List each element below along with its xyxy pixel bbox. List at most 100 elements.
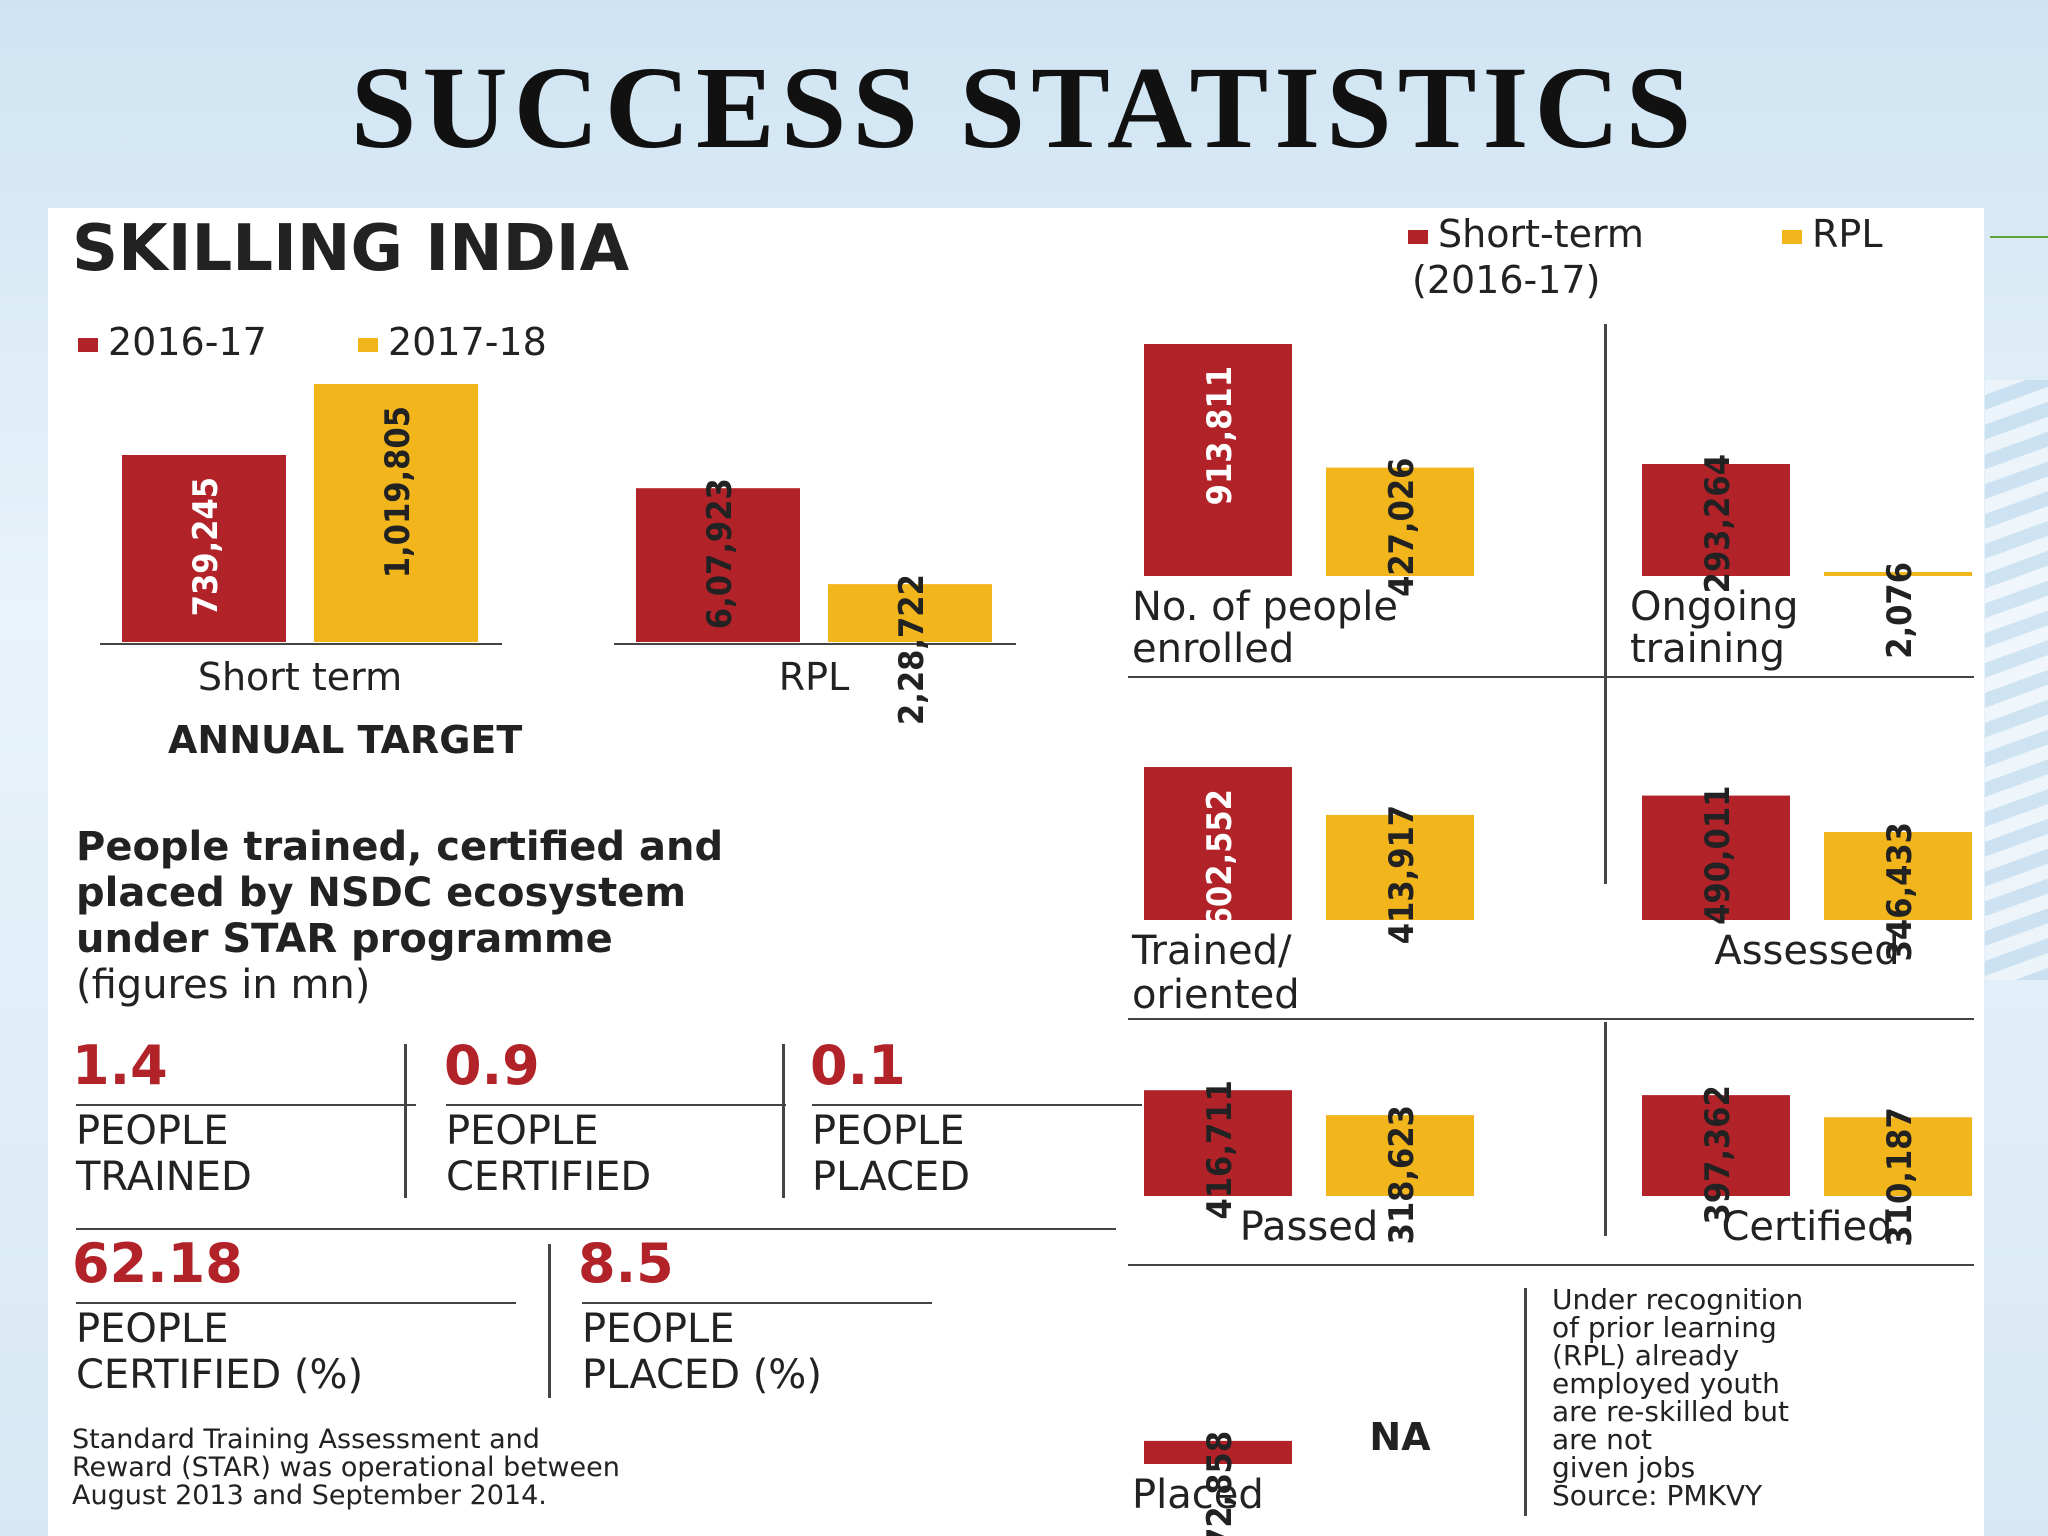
pmkvy-trained-oriented-short-term-value-label: 602,552 xyxy=(1200,789,1240,928)
pmkvy-certified-short-term-bar xyxy=(1642,1095,1790,1196)
rpl-note-line-5: are re-skilled but xyxy=(1552,1395,1789,1428)
pmkvy-no-of-people-enrolled-rpl-bar xyxy=(1326,467,1474,576)
category-label-placed-line-1: Placed xyxy=(1132,1472,1264,1518)
rpl-note-source: Source: PMKVY xyxy=(1552,1479,1763,1512)
pmkvy-passed-rpl-bar xyxy=(1326,1115,1474,1196)
pmkvy-passed-short-term-bar xyxy=(1144,1090,1292,1196)
legend-label-short-term: Short-term xyxy=(1438,212,1644,256)
stat-certified-percent-value: 62.18 xyxy=(72,1232,243,1295)
legend-period: (2016-17) xyxy=(1412,258,1601,302)
legend-swatch-2016-17 xyxy=(78,338,98,352)
pmkvy-trained-oriented-rpl-bar xyxy=(1326,814,1474,920)
rpl-note-line-3: (RPL) already xyxy=(1552,1339,1740,1372)
stat-people-trained-label-2: TRAINED xyxy=(76,1154,252,1200)
stat-people-placed-value: 0.1 xyxy=(810,1034,906,1097)
divider xyxy=(1128,676,1974,678)
pmkvy-ongoing-training-rpl-bar xyxy=(1824,572,1972,576)
divider xyxy=(782,1044,785,1198)
divider xyxy=(1524,1288,1527,1516)
rpl-note-line-7: given jobs xyxy=(1552,1451,1696,1484)
divider xyxy=(446,1104,786,1106)
pmkvy-ongoing-training-rpl-value-label: 2,076 xyxy=(1880,562,1920,659)
star-heading-line-2: placed by NSDC ecosystem xyxy=(76,870,687,916)
category-label-rpl: RPL xyxy=(779,655,850,699)
stat-placed-percent-label-2: PLACED (%) xyxy=(582,1352,822,1398)
legend-swatch-2017-18 xyxy=(358,338,378,352)
legend-label-rpl: RPL xyxy=(1812,212,1883,256)
category-label-trained-oriented-line-2: oriented xyxy=(1132,972,1300,1018)
pmkvy-passed-short-term-value-label: 416,711 xyxy=(1200,1080,1240,1219)
stat-people-certified-label-1: PEOPLE xyxy=(446,1108,599,1154)
infographic-title: SKILLING INDIA xyxy=(72,212,630,286)
pmkvy-passed-rpl-value-label: 318,623 xyxy=(1382,1105,1422,1244)
pmkvy-assessed-short-term-bar xyxy=(1642,795,1790,920)
pmkvy-trained-oriented-rpl-value-label: 413,917 xyxy=(1382,805,1422,944)
category-label-ongoing-training-line-1: Ongoing xyxy=(1630,584,1799,630)
divider xyxy=(1128,1018,1974,1020)
category-label-passed: Passed xyxy=(1240,1204,1379,1250)
annual-short-term-2017-18-bar xyxy=(314,384,478,642)
footnote-line-3: August 2013 and September 2014. xyxy=(72,1480,547,1511)
legend-label-2016-17: 2016-17 xyxy=(108,320,267,364)
legend-swatch-short-term xyxy=(1408,230,1428,244)
divider xyxy=(1604,1022,1607,1236)
pmkvy-assessed-rpl-value-label: 346,433 xyxy=(1880,822,1920,961)
pmkvy-ongoing-training-short-term-bar xyxy=(1642,464,1790,576)
annual-rpl-2016-17-bar xyxy=(636,488,800,642)
pmkvy-certified-rpl-bar xyxy=(1824,1117,1972,1196)
stat-certified-percent-label-1: PEOPLE xyxy=(76,1306,229,1352)
divider xyxy=(582,1302,932,1304)
annual-short-term-2016-17-bar xyxy=(122,454,286,642)
pmkvy-certified-short-term-value-label: 397,362 xyxy=(1698,1085,1738,1224)
rpl-note-line-6: are not xyxy=(1552,1423,1653,1456)
star-heading-line-3: under STAR programme xyxy=(76,916,613,962)
category-label-short-term: Short term xyxy=(198,655,402,699)
stat-people-certified-label-2: CERTIFIED xyxy=(446,1154,652,1200)
pmkvy-trained-oriented-short-term-bar xyxy=(1144,767,1292,920)
annual-short-term-2017-18-value-label: 1,019,805 xyxy=(378,406,418,578)
na-label: NA xyxy=(1369,1415,1431,1459)
footnote-line-1: Standard Training Assessment and xyxy=(72,1424,540,1455)
pmkvy-no-of-people-enrolled-short-term-value-label: 913,811 xyxy=(1200,366,1240,505)
background-stripes xyxy=(1985,380,2048,980)
skilling-india-infographic: SKILLING INDIA 2016-17 2017-18 Short-ter… xyxy=(48,208,1984,1536)
annual-target-label: ANNUAL TARGET xyxy=(168,718,523,762)
category-label-certified: Certified xyxy=(1722,1204,1893,1250)
divider xyxy=(76,1104,416,1106)
category-label-no-of-people-enrolled-line-1: No. of people xyxy=(1132,584,1398,630)
stat-people-trained-label-1: PEOPLE xyxy=(76,1108,229,1154)
divider xyxy=(812,1104,1142,1106)
annual-rpl-2016-17-value-label: 6,07,923 xyxy=(700,478,740,629)
pmkvy-assessed-rpl-bar xyxy=(1824,832,1972,920)
pmkvy-placed-short-term-bar xyxy=(1144,1440,1292,1464)
category-label-ongoing-training-line-2: training xyxy=(1630,626,1785,672)
divider xyxy=(76,1228,1116,1230)
divider xyxy=(1604,324,1607,884)
pmkvy-certified-rpl-value-label: 310,187 xyxy=(1880,1107,1920,1246)
annual-rpl-2017-18-bar xyxy=(828,584,992,642)
pmkvy-ongoing-training-short-term-value-label: 293,264 xyxy=(1698,454,1738,593)
divider xyxy=(76,1302,516,1304)
pmkvy-no-of-people-enrolled-short-term-bar xyxy=(1144,344,1292,576)
stat-people-placed-label-2: PLACED xyxy=(812,1154,970,1200)
rpl-note-line-4: employed youth xyxy=(1552,1367,1780,1400)
category-label-no-of-people-enrolled-line-2: enrolled xyxy=(1132,626,1294,672)
rpl-note-line-1: Under recognition xyxy=(1552,1283,1804,1316)
annual-short-term-2016-17-value-label: 739,245 xyxy=(186,477,226,616)
legend-label-2017-18: 2017-18 xyxy=(388,320,547,364)
decorative-line xyxy=(1990,236,2048,238)
annual-target-chart: 739,245 1,019,805 Short term 6,07,923 2,28,7… xyxy=(100,384,1016,725)
category-label-assessed: Assessed xyxy=(1714,928,1899,974)
star-heading-line-1: People trained, certified and xyxy=(76,824,724,870)
legend-swatch-rpl xyxy=(1782,230,1802,244)
rpl-note-line-2: of prior learning xyxy=(1552,1311,1777,1344)
star-units: (figures in mn) xyxy=(76,962,371,1008)
stat-placed-percent-value: 8.5 xyxy=(578,1232,674,1295)
pmkvy-placed-short-term-value-label: 72,858 xyxy=(1200,1431,1240,1536)
footnote-line-2: Reward (STAR) was operational between xyxy=(72,1452,620,1483)
category-label-trained-oriented-line-1: Trained/ xyxy=(1131,928,1292,974)
stat-certified-percent-label-2: CERTIFIED (%) xyxy=(76,1352,364,1398)
divider xyxy=(1128,1264,1974,1266)
stat-people-certified-value: 0.9 xyxy=(444,1034,540,1097)
